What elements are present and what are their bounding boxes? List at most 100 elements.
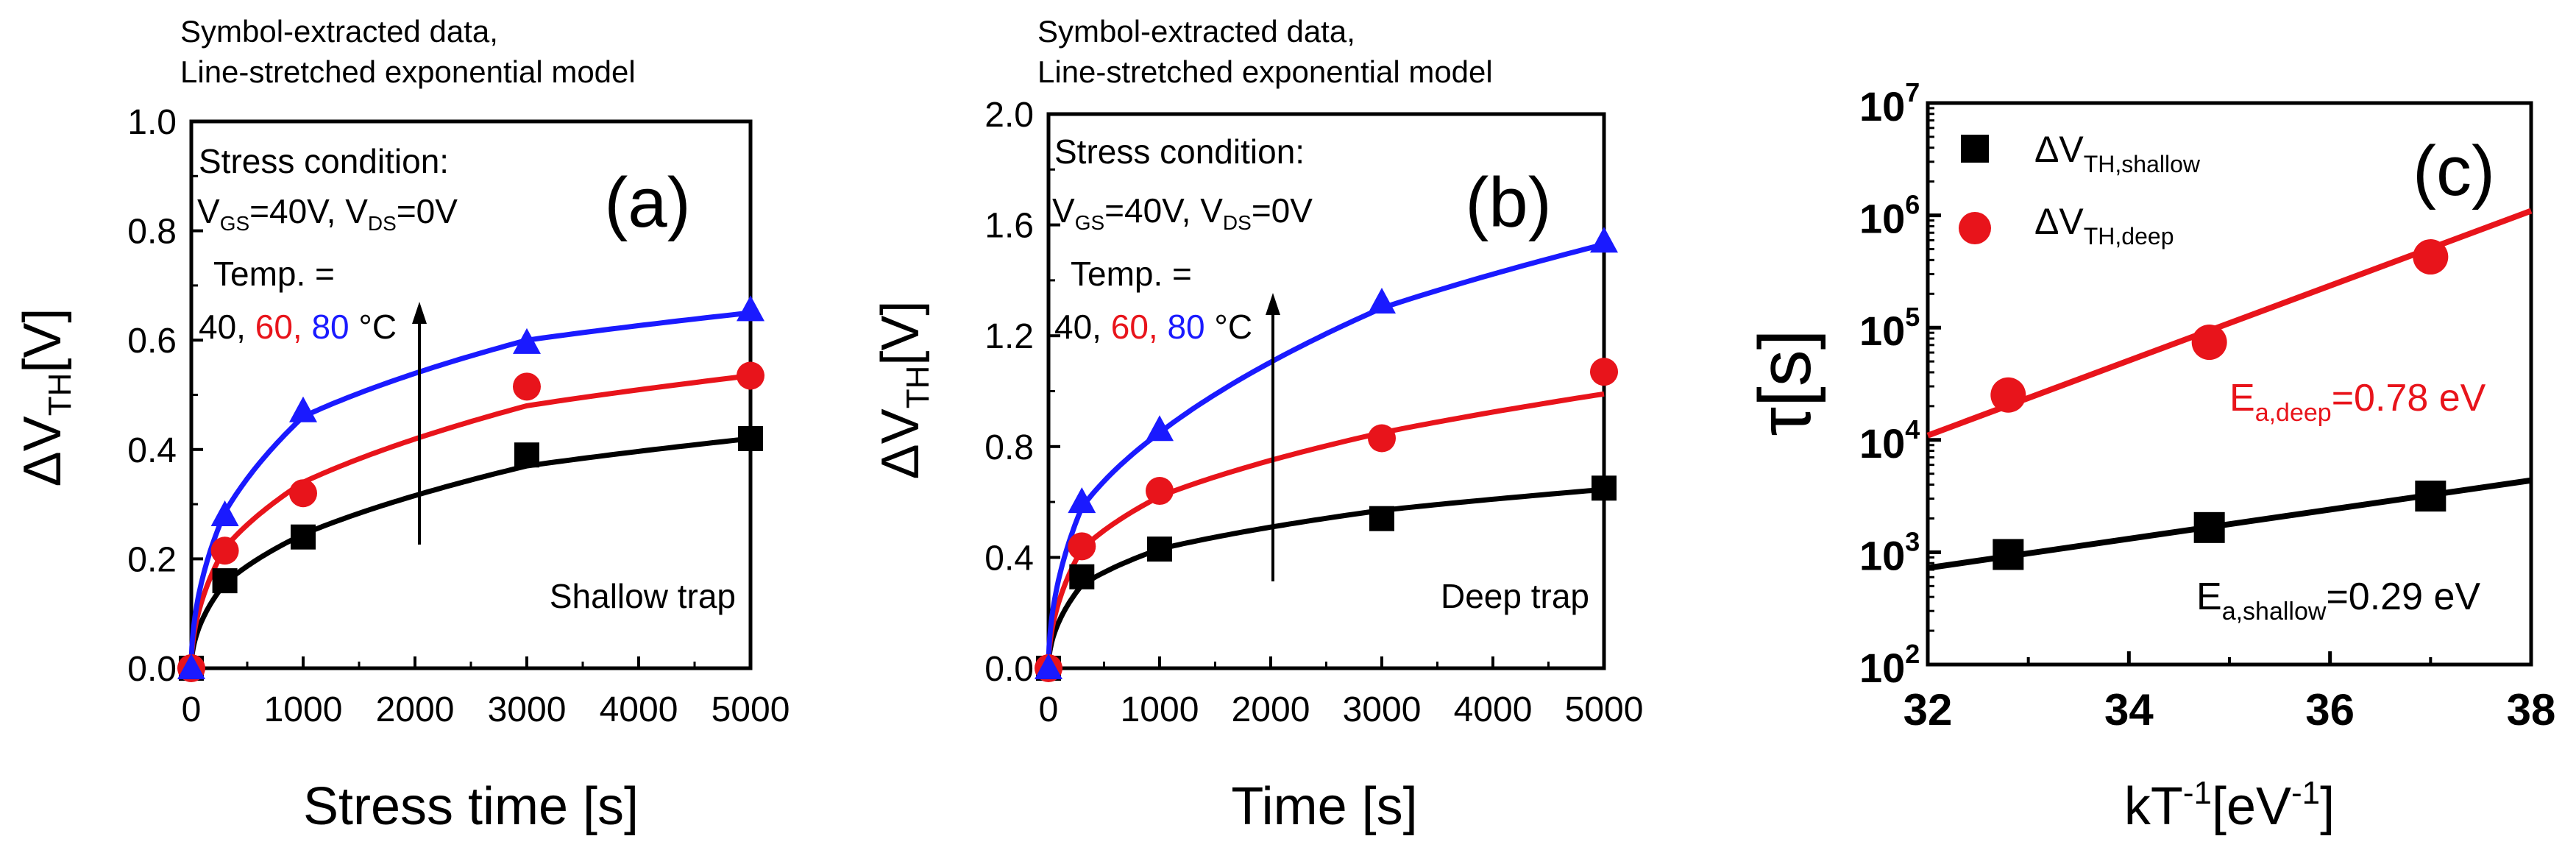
panel-c-panel-label: (c) [2413, 132, 2495, 210]
panel-c-ytick-label: 105 [1859, 302, 1920, 354]
panel-b-header-line2: Line-stretched exponential model [1037, 54, 1493, 89]
legend-deep-label: ΔVTH,deep [2034, 201, 2174, 249]
panel-a-x-axis-label: Stress time [s] [303, 777, 639, 836]
data-point-circle [2413, 239, 2449, 275]
data-point-triangle [210, 500, 239, 526]
panel-a: Symbol-extracted data, Line-stretched ex… [13, 14, 790, 836]
panel-b-trend-arrowhead [1266, 293, 1280, 315]
panel-b-xtick-label: 1000 [1121, 690, 1199, 729]
panel-a-ytick-label: 0.4 [127, 431, 177, 470]
data-point-circle [513, 372, 541, 401]
panel-b-xtick-label: 5000 [1565, 690, 1644, 729]
panel-a-xtick-label: 3000 [488, 690, 567, 729]
data-point-triangle [513, 327, 541, 354]
panel-c-data-points [1990, 239, 2449, 570]
panel-a-xtick-label: 4000 [600, 690, 678, 729]
data-point-triangle [1368, 288, 1396, 314]
panel-a-fit-curves [188, 310, 751, 669]
fit-curve-triangle [1046, 241, 1605, 669]
fit-curve-square [188, 436, 751, 669]
panel-b-fit-curves [1046, 241, 1605, 669]
data-point-circle [737, 361, 764, 390]
panel-b-temp-values: 40, 60, 80 °C [1054, 308, 1252, 346]
data-point-triangle [1146, 415, 1174, 442]
panel-c-x-axis-label: kT-1[eV-1] [2124, 775, 2335, 836]
panel-c-ytick-label: 103 [1859, 526, 1920, 578]
data-point-circle [1990, 377, 2026, 413]
data-point-triangle [289, 396, 317, 422]
data-point-square [1069, 564, 1095, 589]
data-point-circle [2191, 325, 2227, 361]
data-point-triangle [177, 654, 205, 679]
panel-c-ytick-label: 104 [1859, 414, 1920, 467]
panel-c: 32 34 36 38 102 103 104 105 106 107 kT-1… [1744, 77, 2555, 836]
panel-c-ytick-label: 102 [1859, 639, 1920, 691]
panel-b-stress-condition-label: Stress condition: [1054, 132, 1305, 171]
data-point-square [1147, 536, 1172, 562]
data-point-square [2415, 481, 2447, 512]
legend-shallow-marker [1961, 135, 1989, 163]
panel-a-ytick-label: 0.2 [127, 540, 177, 579]
legend-deep-marker [1959, 212, 1991, 244]
panel-a-xtick-label: 1000 [264, 690, 343, 729]
panel-a-temp-label: Temp. = [213, 255, 335, 293]
panel-a-xtick-label: 2000 [376, 690, 455, 729]
panel-c-xtick-label: 34 [2104, 685, 2154, 734]
data-point-square [1369, 506, 1394, 531]
panel-b-xtick-label: 3000 [1343, 690, 1422, 729]
panel-b-ytick-label: 1.6 [984, 207, 1034, 246]
data-point-circle [210, 536, 239, 565]
panel-c-xtick-label: 36 [2305, 685, 2355, 734]
panel-a-ytick-label: 0.6 [127, 322, 177, 361]
panel-a-ytick-label: 0.8 [127, 213, 177, 252]
panel-b-ytick-label: 2.0 [984, 96, 1034, 135]
panel-b-xtick-label: 2000 [1232, 690, 1310, 729]
panel-c-y-axis-label: τ[s] [1744, 329, 1826, 436]
panel-b-ytick-label: 0.0 [984, 650, 1034, 689]
data-point-circle [1146, 477, 1174, 506]
panel-a-data-points [177, 295, 764, 682]
panel-a-stress-condition-label: Stress condition: [199, 142, 449, 180]
data-point-triangle [1590, 227, 1618, 253]
data-point-square [514, 442, 539, 468]
panel-a-trend-arrowhead [412, 302, 427, 324]
fit-curve-triangle [188, 310, 751, 669]
data-point-triangle [737, 295, 764, 322]
data-point-square [1592, 475, 1617, 501]
legend-shallow-label: ΔVTH,shallow [2034, 129, 2201, 177]
data-point-square [291, 524, 316, 550]
data-point-circle [1368, 424, 1396, 453]
panel-a-trap-label: Shallow trap [550, 577, 736, 615]
panel-b-temp-label: Temp. = [1071, 255, 1192, 293]
panel-a-panel-label: (a) [604, 163, 690, 242]
panel-a-header-line2: Line-stretched exponential model [180, 54, 636, 89]
activation-energy-shallow: Ea,shallow=0.29 eV [2196, 575, 2480, 626]
panel-a-ytick-label: 1.0 [127, 103, 177, 142]
panel-b-panel-label: (b) [1465, 163, 1551, 242]
panel-b-xtick-label: 0 [1039, 690, 1059, 729]
panel-b-header-line1: Symbol-extracted data, [1037, 14, 1355, 49]
panel-a-ytick-label: 0.0 [127, 650, 177, 689]
fit-curve-square [1046, 486, 1605, 669]
panel-a-temp-values: 40, 60, 80 °C [199, 308, 397, 346]
panel-a-xtick-label: 5000 [712, 690, 790, 729]
activation-energy-deep: Ea,deep=0.78 eV [2229, 377, 2486, 427]
panel-a-header-line1: Symbol-extracted data, [180, 14, 498, 49]
panel-b-bias-condition: VGS=40V, VDS=0V [1052, 191, 1313, 234]
data-point-square [738, 425, 763, 451]
panel-b-data-points [1035, 227, 1618, 682]
panel-b-xtick-label: 4000 [1454, 690, 1533, 729]
panel-a-xtick-label: 0 [182, 690, 202, 729]
data-point-square [2193, 511, 2225, 543]
panel-b-x-axis-label: Time [s] [1231, 777, 1417, 836]
data-point-square [212, 568, 238, 594]
panel-c-xtick-label: 32 [1903, 685, 1953, 734]
panel-b-trap-label: Deep trap [1441, 577, 1589, 615]
fit-curve-circle [1046, 391, 1605, 669]
panel-b: Symbol-extracted data, Line-stretched ex… [871, 14, 1643, 836]
panel-c-ytick-label: 106 [1859, 190, 1920, 242]
data-point-square [1993, 539, 2024, 570]
panel-a-bias-condition: VGS=40V, VDS=0V [197, 192, 458, 235]
panel-c-xtick-label: 38 [2507, 685, 2556, 734]
panel-b-ytick-label: 1.2 [984, 317, 1034, 356]
